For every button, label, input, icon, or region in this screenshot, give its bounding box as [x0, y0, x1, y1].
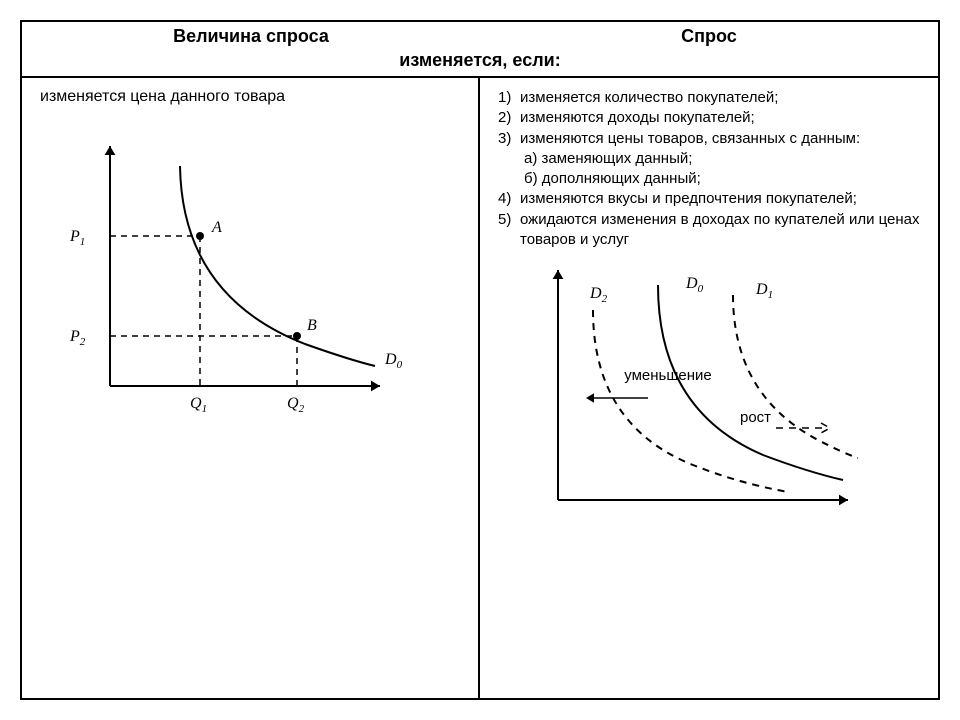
list-text: а) заменяющих данный;: [524, 149, 920, 169]
list-item: б) дополняющих данный;: [498, 169, 920, 189]
list-text: изменяются доходы покупателей;: [520, 108, 920, 128]
svg-text:D0: D0: [685, 275, 704, 295]
svg-text:рост: рост: [740, 409, 771, 426]
list-text: изменяются вкусы и предпочтения покупате…: [520, 189, 920, 209]
list-text: изменяется количество покупателей;: [520, 88, 920, 108]
list-item: а) заменяющих данный;: [498, 149, 920, 169]
svg-text:D0: D0: [384, 351, 403, 371]
list-number: 2): [498, 108, 520, 128]
svg-text:P1: P1: [69, 228, 85, 248]
list-number: 3): [498, 129, 520, 149]
demand-shift-chart: D2 D0 D1 уменьшение рост: [498, 250, 918, 530]
svg-text:B: B: [307, 317, 317, 334]
list-text: изменяются цены товаров, связанных с дан…: [520, 129, 920, 149]
comparison-table: Величина спроса Спрос изменяется, если: …: [20, 20, 940, 700]
list-number: 4): [498, 189, 520, 209]
list-item: 1)изменяется количество покупателей;: [498, 88, 920, 108]
header-row: Величина спроса Спрос изменяется, если:: [22, 22, 938, 78]
right-column: 1)изменяется количество покупателей;2)из…: [480, 78, 938, 698]
list-item: 3)изменяются цены товаров, связанных с д…: [498, 129, 920, 149]
list-item: 5)ожидаются изменения в доходах по купат…: [498, 210, 920, 251]
svg-text:D2: D2: [589, 285, 608, 305]
left-text: изменяется цена данного товара: [40, 88, 460, 106]
list-text: б) дополняющих данный;: [524, 169, 920, 189]
svg-text:D1: D1: [755, 281, 773, 301]
factors-list: 1)изменяется количество покупателей;2)из…: [498, 88, 920, 250]
list-item: 4)изменяются вкусы и предпочтения покупа…: [498, 189, 920, 209]
svg-text:Q1: Q1: [190, 395, 207, 415]
list-number: 1): [498, 88, 520, 108]
svg-text:P2: P2: [69, 328, 86, 348]
svg-text:уменьшение: уменьшение: [624, 367, 711, 384]
left-column: изменяется цена данного товара A B P1 P2 Q1 Q…: [22, 78, 480, 698]
demand-quantity-chart: A B P1 P2 Q1 Q2 D0: [40, 116, 460, 426]
list-number: 5): [498, 210, 520, 251]
svg-text:A: A: [211, 219, 222, 236]
header-sub: изменяется, если:: [22, 50, 938, 71]
list-text: ожидаются изменения в доходах по купател…: [520, 210, 920, 251]
list-item: 2)изменяются доходы покупателей;: [498, 108, 920, 128]
svg-text:Q2: Q2: [287, 395, 305, 415]
